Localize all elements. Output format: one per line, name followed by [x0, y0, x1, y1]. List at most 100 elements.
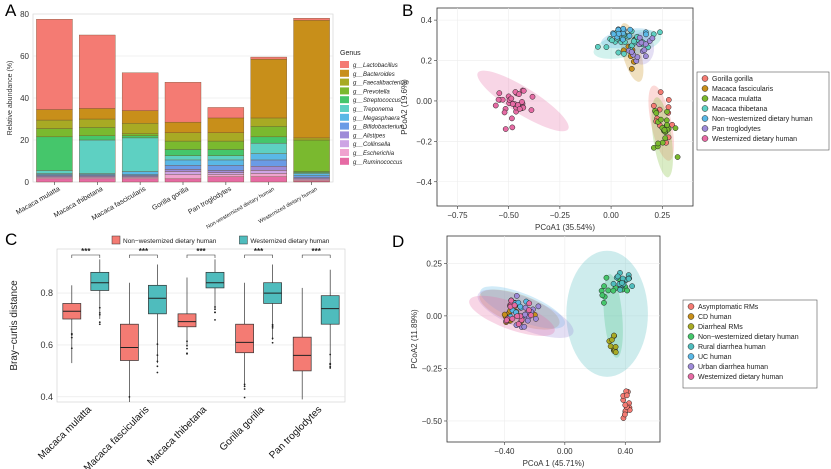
point-pan-troglodytes: [643, 53, 649, 60]
outlier-point: [186, 352, 188, 355]
point-non-westernized-dietary-human: [627, 26, 634, 33]
point-macaca-mulatta: [655, 140, 661, 147]
bar-segment-g-treponema: [207, 155, 245, 161]
outlier-point: [329, 365, 332, 368]
bar-segment-g-bifidobacterium: [293, 175, 330, 178]
bar-segment-g-bacteroides: [79, 108, 116, 120]
box-non-westernized-dietary-human: [120, 323, 139, 361]
legend-swatch: [340, 105, 349, 112]
point-gorilla-gorilla: [665, 97, 672, 103]
point-macaca-thibetana: [630, 38, 637, 45]
outlier-point: [98, 313, 101, 316]
legend-swatch: [340, 122, 349, 130]
point-westernized-dietary-human: [508, 297, 515, 304]
point-non-westernized-dietary-human: [610, 287, 617, 294]
point-westernized-dietary-human: [501, 109, 508, 116]
y-tick-label: 40: [20, 94, 29, 103]
bar-segment-g-bifidobacterium: [250, 159, 287, 167]
legend-label: Macaca fascicularis: [712, 86, 774, 93]
y-tick-label: 60: [20, 52, 29, 61]
point-urban-diarrhea-human: [513, 293, 520, 299]
point-non-westernized-dietary-human: [601, 299, 607, 306]
point-diarrheal-rms: [612, 344, 619, 350]
y-axis-label: PCoA2 (11.89%): [410, 309, 419, 369]
y-axis-label: PCoA2 (19.6%): [400, 79, 409, 135]
bar-segment-g-prevotella: [250, 126, 287, 138]
bar-segment-g-faecalibacterium: [121, 123, 159, 134]
bar-segment-g-streptococcus: [79, 135, 116, 141]
x-tick-label: −0.50: [499, 211, 520, 220]
bar-segment-g-prevotella: [36, 128, 73, 138]
outlier-point: [156, 354, 159, 356]
bar-segment-g-escherichia: [207, 174, 245, 177]
bar-segment-g-ruminococcus: [250, 176, 287, 183]
bar-segment-g-bacteroides: [250, 58, 287, 119]
point-westernized-dietary-human: [511, 302, 518, 309]
bar-segment-g-bacteroides: [293, 20, 330, 139]
point-westernized-dietary-human: [503, 317, 510, 323]
y-tick-label: 20: [20, 136, 29, 145]
bar-segment-g-lactobacillus: [293, 18, 330, 21]
ellipse-non-westernized-dietary-human: [603, 273, 623, 358]
legend-marker: [701, 135, 709, 142]
bar-segment-g-ruminococcus: [207, 176, 245, 183]
y-tick-label: 80: [20, 10, 29, 19]
panel-letter: C: [5, 230, 17, 249]
point-westernized-dietary-human: [526, 300, 533, 307]
point-westernized-dietary-human: [520, 87, 527, 94]
legend-swatch: [340, 61, 349, 68]
bar-segment-g-faecalibacterium: [250, 117, 287, 127]
outlier-point: [243, 385, 246, 388]
legend-swatch: [340, 113, 349, 121]
y-axis-label: Bray−curtis distance: [9, 280, 20, 371]
point-pan-troglodytes: [634, 54, 641, 60]
legend-swatch: [340, 131, 349, 139]
box-westernized-dietary-human: [90, 271, 110, 291]
outlier-point: [214, 318, 216, 321]
point-urban-diarrhea-human: [535, 303, 542, 310]
bar-segment-g-prevotella: [293, 139, 330, 172]
y-tick-label: 0.4: [421, 16, 433, 25]
x-tick-label: 0.40: [617, 447, 633, 456]
legend-label: Westernized dietary human: [712, 136, 797, 143]
bar-segment-g-treponema: [79, 139, 116, 174]
panel-b: B −0.75 −0.50 −0.25 0.00 0.25 0.4 0.2 0.00 −0.2 −0…: [400, 1, 830, 232]
legend-marker: [687, 303, 695, 310]
point-westernized-dietary-human: [496, 90, 503, 96]
legend-swatch: [111, 235, 121, 245]
legend-swatch: [340, 78, 349, 86]
point-westernized-dietary-human: [515, 321, 522, 327]
outlier-point: [70, 336, 73, 339]
outlier-point: [271, 337, 274, 340]
outlier-point: [329, 363, 332, 366]
y-tick-label: −0.50: [422, 417, 443, 426]
significance-label: ***: [312, 247, 322, 256]
point-westernized-dietary-human: [509, 115, 515, 122]
outlier-point: [271, 326, 274, 329]
point-non-westernized-dietary-human: [620, 25, 627, 32]
point-rural-diarrhea-human: [625, 275, 632, 282]
bar-segment-g-bacteroides: [164, 121, 202, 133]
legend-label: CD human: [698, 314, 732, 321]
legend-label: Westernized dietary human: [250, 238, 329, 245]
point-non-westernized-dietary-human: [624, 287, 631, 294]
point-rural-diarrhea-human: [610, 280, 617, 287]
bar-segment-g-lactobacillus: [164, 82, 202, 123]
bar-segment-g-prevotella: [79, 127, 116, 136]
legend-marker: [687, 353, 695, 360]
bar-segment-g-prevotella: [207, 140, 245, 150]
point-westernized-dietary-human: [528, 107, 535, 113]
bar-segment-g-faecalibacterium: [207, 132, 245, 142]
legend-label: g__Treponema: [353, 107, 394, 113]
significance-label: ***: [81, 247, 91, 256]
point-non-westernized-dietary-human: [626, 32, 633, 39]
legend-label: Rural diarrhea human: [698, 344, 766, 351]
legend-marker: [687, 373, 695, 380]
legend-label: Pan troglodytes: [712, 126, 761, 133]
y-tick-label: 0.00: [426, 312, 442, 321]
point-macaca-mulatta: [658, 116, 664, 123]
x-tick-label: −0.40: [494, 447, 515, 456]
outlier-point: [214, 306, 216, 308]
legend-label: g__Streptococcus: [353, 98, 401, 104]
point-non-westernized-dietary-human: [605, 287, 612, 294]
